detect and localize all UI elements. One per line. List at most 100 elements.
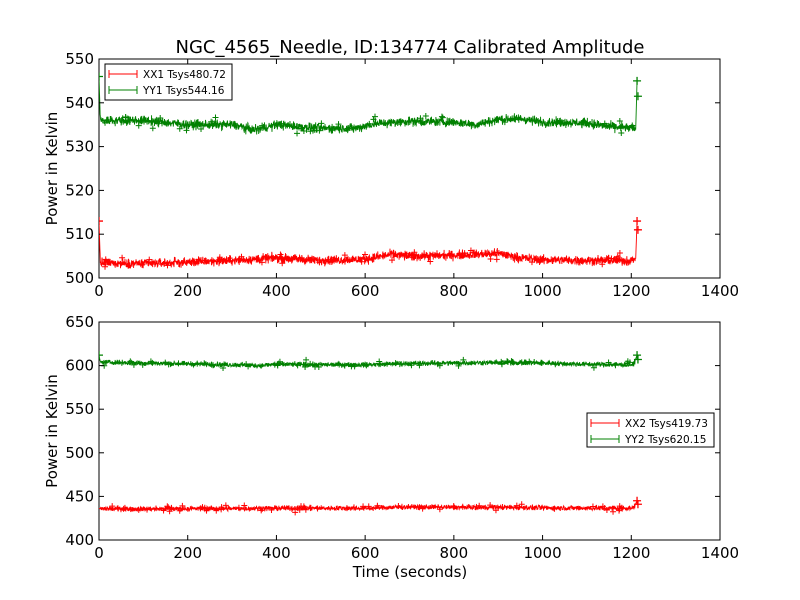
- series-marker-1-0: [165, 504, 172, 511]
- series-marker-0-1: [102, 119, 109, 126]
- x-tick-label: 600: [351, 544, 380, 562]
- series-marker-1-1: [460, 356, 467, 363]
- series-marker-1-0: [395, 503, 402, 510]
- series-marker-1-1: [518, 359, 525, 366]
- series-marker-1-1: [271, 361, 278, 368]
- x-tick-label: 800: [440, 544, 469, 562]
- series-marker-0-1: [501, 119, 508, 126]
- series-marker-0-0: [119, 254, 126, 261]
- series-marker-1-0: [618, 504, 625, 511]
- spike-marker-1-1-0: [99, 351, 103, 360]
- series-marker-1-0: [292, 509, 299, 516]
- series-marker-0-1: [591, 122, 598, 129]
- series-marker-0-0: [411, 249, 418, 256]
- series-marker-1-1: [307, 360, 314, 367]
- series-marker-1-0: [343, 505, 350, 512]
- series-marker-1-1: [509, 358, 516, 365]
- series-marker-0-0: [362, 251, 369, 258]
- bottom-y-axis-label: Power in Kelvin: [43, 374, 61, 488]
- series-marker-1-1: [376, 358, 383, 365]
- top-series-group: [99, 72, 642, 270]
- series-marker-1-1: [294, 362, 301, 369]
- series-marker-1-1: [590, 364, 597, 371]
- series-marker-0-1: [208, 118, 215, 125]
- y-tick-label: 600: [65, 357, 94, 375]
- series-marker-1-0: [459, 503, 466, 510]
- series-marker-0-1: [122, 114, 129, 121]
- series-marker-0-0: [576, 259, 583, 266]
- series-marker-0-1: [623, 123, 630, 130]
- series-marker-0-0: [449, 250, 456, 257]
- series-marker-0-0: [616, 249, 623, 256]
- series-marker-1-1: [302, 363, 309, 370]
- series-marker-1-1: [552, 361, 559, 368]
- series-marker-1-1: [351, 363, 358, 370]
- spike-marker-0-1-1: [633, 76, 642, 85]
- y-tick-label: 540: [65, 94, 94, 112]
- series-marker-0-1: [143, 117, 150, 124]
- series-marker-0-0: [471, 249, 478, 256]
- bottom-series-group: [99, 351, 642, 516]
- x-tick-label: 0: [94, 544, 104, 562]
- spike-marker-1-1-1: [633, 351, 642, 360]
- series-marker-0-0: [146, 256, 153, 263]
- series-marker-0-0: [202, 257, 209, 264]
- top-legend: XX1 Tsys480.72 YY1 Tsys544.16: [104, 63, 233, 101]
- series-marker-0-1: [309, 127, 316, 134]
- series-marker-1-1: [434, 361, 441, 368]
- series-marker-1-1: [149, 359, 156, 366]
- y-tick-label: 650: [65, 313, 94, 331]
- series-marker-1-1: [312, 363, 319, 370]
- y-tick-label: 550: [65, 400, 94, 418]
- series-marker-0-1: [154, 120, 161, 127]
- x-tick-label: 600: [351, 282, 380, 300]
- series-line-1-0: [99, 500, 638, 513]
- series-marker-1-1: [531, 359, 538, 366]
- series-marker-0-1: [438, 113, 445, 120]
- series-marker-1-0: [160, 507, 167, 514]
- series-marker-1-1: [341, 362, 348, 369]
- spike-marker-0-0-2: [633, 225, 642, 234]
- series-marker-0-1: [318, 120, 325, 127]
- series-marker-0-1: [510, 115, 517, 122]
- series-marker-0-0: [612, 256, 619, 263]
- series-marker-1-0: [121, 504, 128, 511]
- series-marker-0-1: [618, 129, 625, 136]
- series-marker-0-1: [396, 119, 403, 126]
- series-marker-0-0: [608, 255, 615, 262]
- x-tick-label: 400: [262, 282, 291, 300]
- top-axis-ticks: 0 200 400 600 800 1000 1200 1400 500 510 520 530 540…: [65, 50, 739, 300]
- series-marker-1-0: [360, 503, 367, 510]
- series-marker-0-1: [123, 119, 130, 126]
- series-marker-1-1: [139, 361, 146, 368]
- series-marker-0-0: [589, 257, 596, 264]
- series-marker-1-1: [220, 365, 227, 372]
- series-marker-1-1: [336, 361, 343, 368]
- series-marker-0-0: [226, 255, 233, 262]
- series-marker-1-0: [235, 504, 242, 511]
- series-marker-1-0: [492, 507, 499, 514]
- y-tick-label: 500: [65, 444, 94, 462]
- series-marker-0-0: [253, 256, 260, 263]
- series-marker-1-1: [538, 359, 545, 366]
- series-marker-1-0: [201, 504, 208, 511]
- series-marker-0-1: [194, 119, 201, 126]
- series-marker-0-1: [370, 116, 377, 123]
- legend-entry-label: YY2 Tsys620.15: [624, 434, 706, 446]
- series-marker-0-0: [306, 257, 313, 264]
- series-marker-1-0: [288, 505, 295, 512]
- series-marker-0-1: [616, 118, 623, 125]
- series-marker-0-1: [307, 128, 314, 135]
- series-marker-0-0: [164, 262, 171, 269]
- series-marker-0-1: [176, 125, 183, 132]
- series-marker-1-0: [610, 508, 617, 515]
- series-marker-1-0: [450, 502, 457, 509]
- series-marker-1-1: [416, 362, 423, 369]
- series-marker-0-0: [427, 258, 434, 265]
- bottom-panel: 0 200 400 600 800 1000 1200 1400 400 450 500 550 600…: [43, 313, 739, 562]
- x-tick-label: 1200: [612, 544, 650, 562]
- series-marker-0-0: [277, 251, 284, 258]
- series-marker-0-1: [118, 117, 125, 124]
- series-marker-0-0: [536, 258, 543, 265]
